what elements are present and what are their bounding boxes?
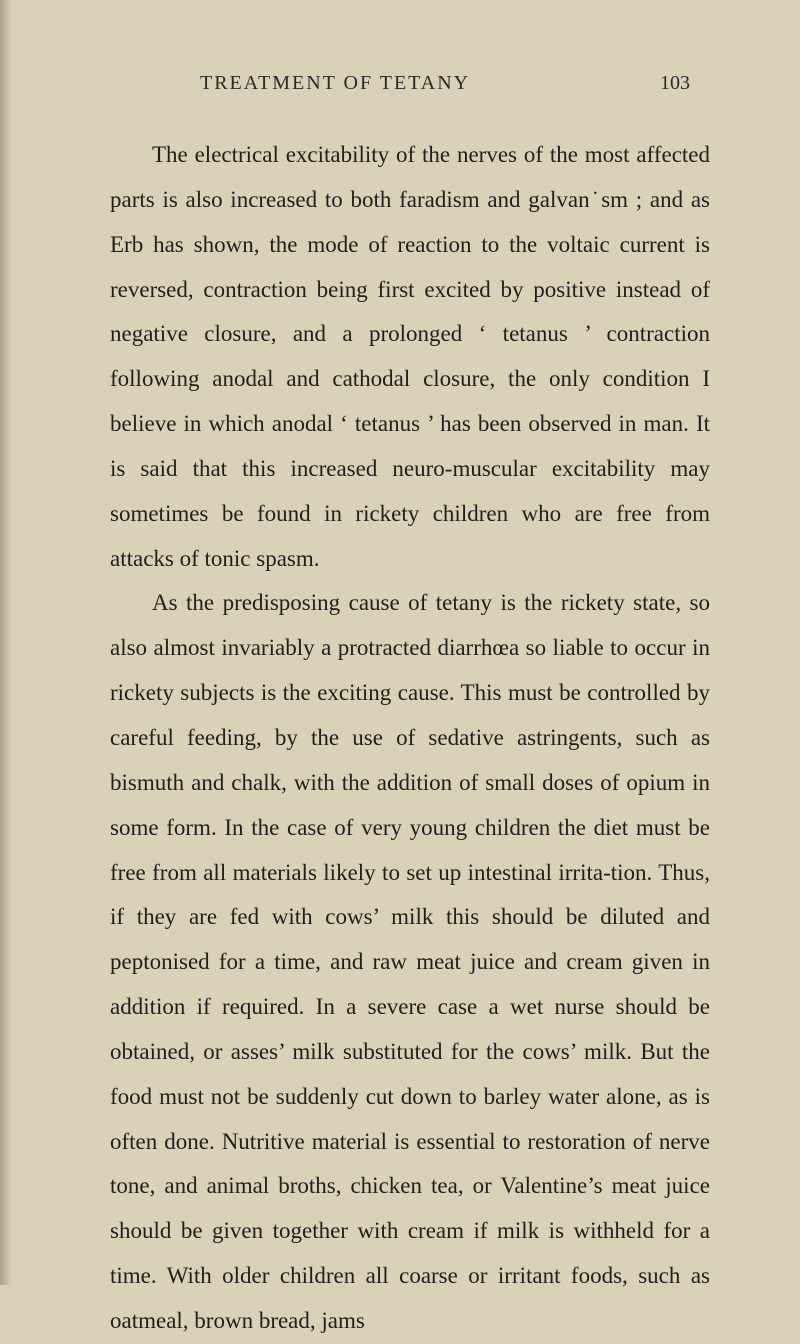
paragraph-1: The electrical excitability of the nerve… <box>110 133 710 581</box>
page-number: 103 <box>660 72 690 95</box>
page-edge-shadow <box>0 0 12 1285</box>
running-head-title: TREATMENT OF TETANY <box>200 72 470 95</box>
page-container: TREATMENT OF TETANY 103 The electrical e… <box>0 0 800 1285</box>
paragraph-2: As the predisposing cause of tetany is t… <box>110 581 710 1343</box>
page-header: TREATMENT OF TETANY 103 <box>110 72 710 95</box>
body-text: The electrical excitability of the nerve… <box>110 133 710 1344</box>
